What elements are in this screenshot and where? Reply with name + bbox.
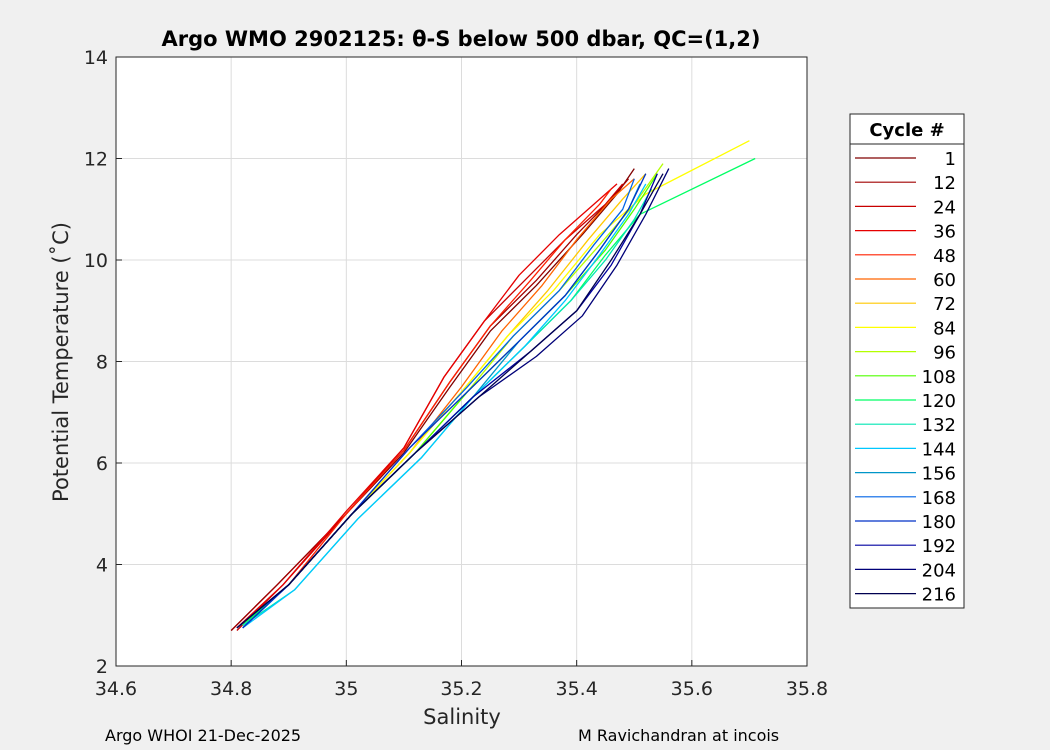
legend-label: 36	[933, 222, 956, 243]
x-axis-label: Salinity	[423, 705, 501, 729]
y-tick-label: 10	[84, 250, 108, 272]
legend-label: 168	[922, 488, 956, 509]
x-tick-label: 35	[334, 678, 358, 700]
footer-left: Argo WHOI 21-Dec-2025	[105, 726, 302, 745]
legend-label: 132	[922, 415, 956, 436]
y-tick-label: 4	[96, 555, 108, 577]
legend-label: 12	[933, 173, 956, 194]
y-tick-label: 2	[96, 656, 108, 678]
legend-label: 24	[933, 197, 956, 218]
series-line-36	[236, 183, 618, 629]
legend-label: 84	[933, 318, 956, 339]
legend-label: 144	[922, 439, 956, 460]
x-tick-label: 35.2	[440, 678, 482, 700]
legend-label: 156	[922, 464, 956, 485]
legend-label: 204	[922, 560, 956, 581]
series-line-144	[242, 183, 647, 629]
x-tick-label: 34.6	[95, 678, 137, 700]
legend-label: 120	[922, 391, 956, 412]
y-tick-label: 8	[96, 352, 108, 374]
legend-label: 108	[922, 367, 956, 388]
series-group	[230, 140, 756, 631]
y-tick-label: 14	[84, 47, 108, 69]
footer-right: M Ravichandran at incois	[578, 726, 780, 745]
x-tick-label: 34.8	[210, 678, 252, 700]
x-tick-label: 35.6	[671, 678, 713, 700]
legend-label: 1	[945, 149, 956, 170]
y-tick-label: 6	[96, 453, 108, 475]
series-line-48	[242, 188, 612, 626]
legend-label: 96	[933, 343, 956, 364]
legend-title: Cycle #	[869, 120, 944, 141]
legend-label: 48	[933, 246, 956, 267]
x-tick-label: 35.8	[786, 678, 828, 700]
legend-label: 180	[922, 512, 956, 533]
legend-items: 1 12 24 36 48 60 72 84 96 108 120 132 144 156 168 180 19…	[855, 149, 956, 606]
chart-title: Argo WMO 2902125: θ-S below 500 dbar, QC…	[162, 27, 761, 51]
ticks: 34.6 34.8 35 35.2 35.4 35.6 35.8 2 4 6 8 10 12 14	[84, 47, 828, 700]
legend-box	[849, 113, 965, 609]
legend-label: 72	[933, 294, 956, 315]
legend: Cycle # 1 12 24 36 48 60 72 84 96 108 120 132 144 156…	[849, 113, 965, 609]
legend-label: 192	[922, 536, 956, 557]
y-axis-label: Potential Temperature (˚C)	[49, 222, 73, 502]
x-tick-label: 35.4	[556, 678, 598, 700]
legend-label: 216	[922, 585, 956, 606]
y-tick-label: 12	[84, 149, 108, 171]
series-line-216	[236, 173, 664, 629]
legend-label: 60	[933, 270, 956, 291]
